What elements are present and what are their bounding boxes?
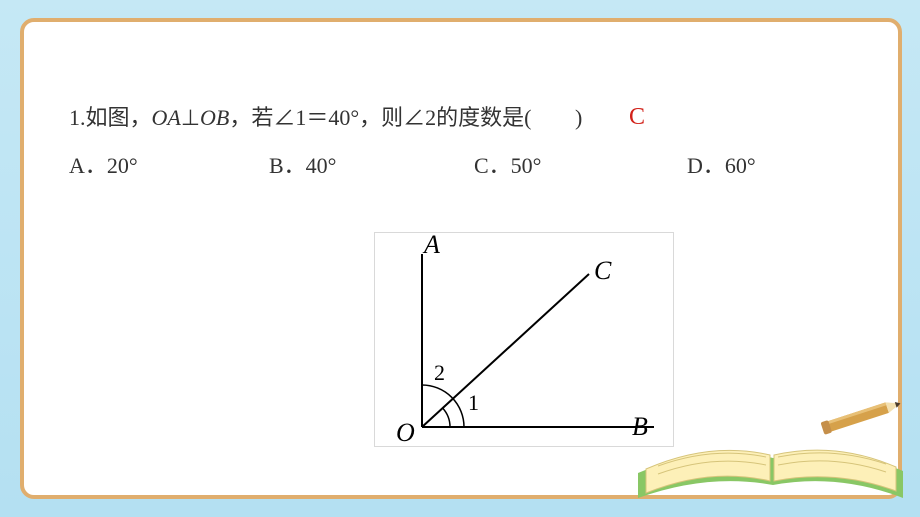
book-base bbox=[638, 453, 903, 498]
option-b: B．40° bbox=[269, 145, 336, 187]
angle-num-2: 2 bbox=[434, 360, 445, 386]
book-page-left bbox=[646, 450, 770, 493]
question-text: 1.如图，OA⊥OB，若∠1＝40°，则∠2的度数是( C ) bbox=[69, 97, 868, 139]
option-a: A．20° bbox=[69, 145, 138, 187]
answer-letter: C bbox=[629, 95, 645, 141]
page-line-l1 bbox=[658, 453, 766, 466]
angle-figure: A C B O 2 1 bbox=[374, 232, 674, 452]
page-line-r1 bbox=[778, 453, 886, 464]
var-oa: OA bbox=[152, 105, 181, 130]
page-line-l2 bbox=[658, 461, 766, 474]
option-d: D．60° bbox=[687, 145, 756, 187]
q-text-before: 如图， bbox=[86, 105, 152, 130]
q-text-close: ) bbox=[575, 105, 582, 130]
var-ob: OB bbox=[200, 105, 229, 130]
question-block: 1.如图，OA⊥OB，若∠1＝40°，则∠2的度数是( C ) A．20° B．… bbox=[69, 97, 868, 187]
option-c: C．50° bbox=[474, 145, 541, 187]
label-c: C bbox=[594, 256, 611, 286]
label-b: B bbox=[632, 412, 648, 442]
angle-num-1: 1 bbox=[468, 390, 479, 416]
perp-symbol: ⊥ bbox=[181, 105, 200, 130]
label-a: A bbox=[424, 230, 440, 260]
book-page-right bbox=[774, 450, 896, 491]
page-line-r2 bbox=[778, 461, 886, 472]
pencil bbox=[820, 397, 902, 435]
question-number: 1. bbox=[69, 105, 86, 130]
label-o: O bbox=[396, 418, 415, 448]
arc-divider bbox=[443, 399, 453, 409]
arc-inner bbox=[443, 408, 450, 427]
options-row: A．20° B．40° C．50° D．60° bbox=[69, 145, 868, 187]
content-card: 1.如图，OA⊥OB，若∠1＝40°，则∠2的度数是( C ) A．20° B．… bbox=[20, 18, 902, 499]
q-text-mid: ，若∠1＝40°，则∠2的度数是( bbox=[229, 105, 531, 130]
angle-diagram-svg bbox=[374, 232, 674, 452]
